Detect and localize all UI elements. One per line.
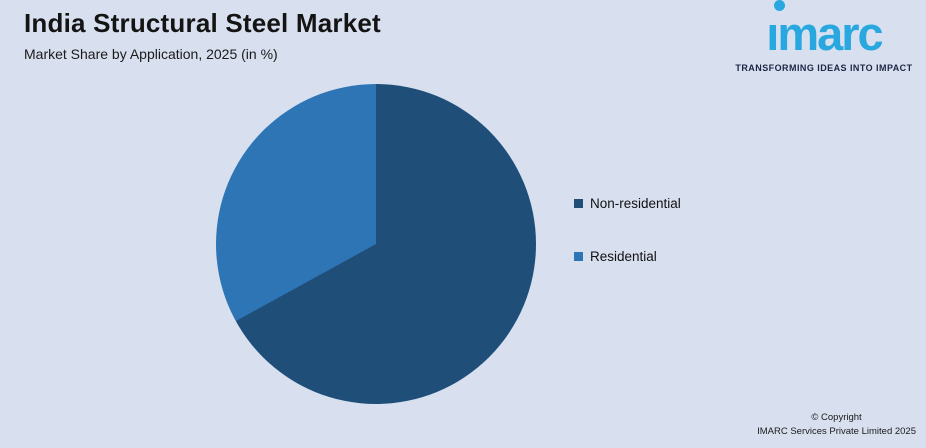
legend-item: Residential — [574, 248, 681, 264]
pie-chart — [216, 84, 536, 404]
legend-swatch — [574, 251, 583, 261]
legend-item: Non-residential — [574, 195, 681, 211]
legend-label: Residential — [590, 248, 657, 264]
legend-label: Non-residential — [590, 195, 681, 211]
logo-dot-icon — [774, 0, 786, 11]
legend: Non-residential Residential — [574, 195, 681, 264]
logo-brand-wrap: ımarc — [766, 0, 884, 62]
page-subtitle: Market Share by Application, 2025 (in %) — [24, 46, 278, 62]
copyright-line1: © Copyright — [811, 412, 862, 423]
legend-swatch — [574, 198, 583, 208]
logo-brand-text: ımarc — [766, 7, 883, 60]
logo-tagline: TRANSFORMING IDEAS INTO IMPACT — [735, 63, 913, 74]
copyright-note: © Copyright IMARC Services Private Limit… — [757, 411, 916, 439]
page-title: India Structural Steel Market — [24, 8, 381, 38]
copyright-line2: IMARC Services Private Limited 2025 — [757, 426, 916, 437]
imarc-logo: ımarc TRANSFORMING IDEAS INTO IMPACT — [732, 0, 916, 74]
chart-header: India Structural Steel Market Market Sha… — [24, 8, 381, 62]
